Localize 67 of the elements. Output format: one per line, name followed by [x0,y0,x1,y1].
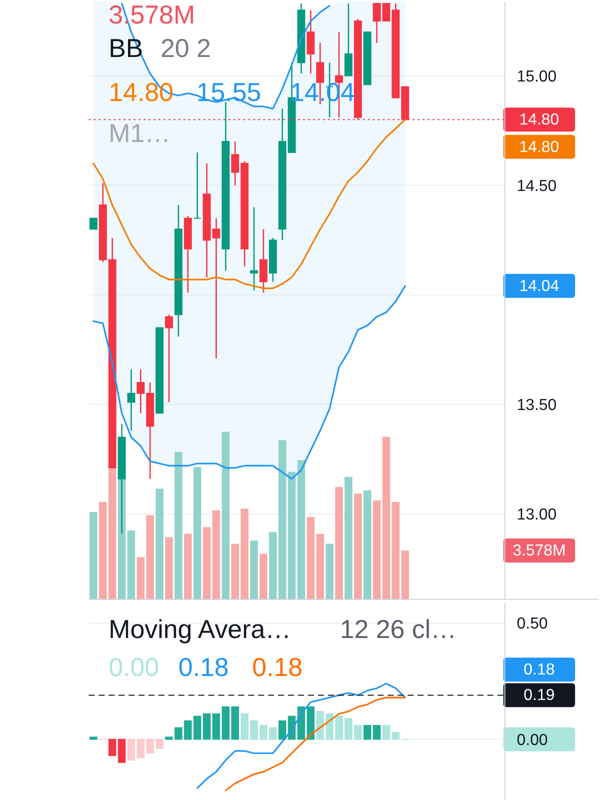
bar [392,732,400,740]
text: 0.18 [524,662,555,679]
line-series [224,696,406,792]
bar [363,490,372,600]
candlestick [165,314,173,403]
bar [297,460,306,600]
annotation: 20 2 [160,35,211,64]
candlestick [344,2,352,76]
bar [118,738,126,763]
y-tick-label: 13.00 [516,506,557,524]
candlestick [259,228,268,294]
bar [344,476,352,600]
line-series [92,285,406,480]
text: 14.80 [519,138,560,156]
bar [306,706,315,740]
bar [212,713,220,740]
ref-line-label: 14.80 [519,112,560,129]
bar [156,488,164,600]
bar [278,720,286,740]
ref-line-label: 0.19 [524,687,555,704]
bar [212,510,220,600]
bar [108,738,116,756]
bar [202,713,211,740]
text: 14.04 [519,278,560,295]
candlestick [89,218,98,230]
bar [382,436,390,600]
line-series [92,118,406,290]
candlestick [193,152,202,219]
bar [401,550,410,600]
candlestick [250,206,258,292]
bar [90,512,98,600]
annotation: M1… [108,120,171,148]
bar [127,530,136,600]
bar [260,554,268,600]
bar [326,544,334,600]
line-series [196,682,406,789]
bar [165,537,173,600]
bar [202,527,211,600]
text: 3.578M [512,542,566,560]
bar [90,736,98,740]
bar [288,472,296,600]
annotation: 0.00 [108,654,160,682]
annotation: 0.18 [178,654,229,682]
bar [372,724,381,740]
bar [392,502,400,600]
bar [193,466,202,600]
y-tick-label: 0.50 [516,616,548,633]
annotation: 0.18 [252,654,303,682]
bar [222,432,230,600]
y-tick-label: 0.00 [516,732,548,749]
bar [250,540,258,600]
bar [174,452,182,600]
bar [335,486,343,600]
bar [382,724,390,740]
annotation: 12 26 cl… [340,616,457,644]
annotation: 14.80 [108,79,174,107]
y-tick-label: 15.00 [516,68,557,86]
y-tick-label: 13.50 [516,396,557,414]
candlestick [306,9,315,74]
bar [372,500,381,600]
candlestick [127,368,136,432]
annotation: Moving Avera… [108,616,292,644]
bar [363,724,372,740]
bar [127,738,136,761]
bar [184,534,192,600]
bar [354,494,362,600]
y-tick-label: 14.50 [516,178,557,195]
